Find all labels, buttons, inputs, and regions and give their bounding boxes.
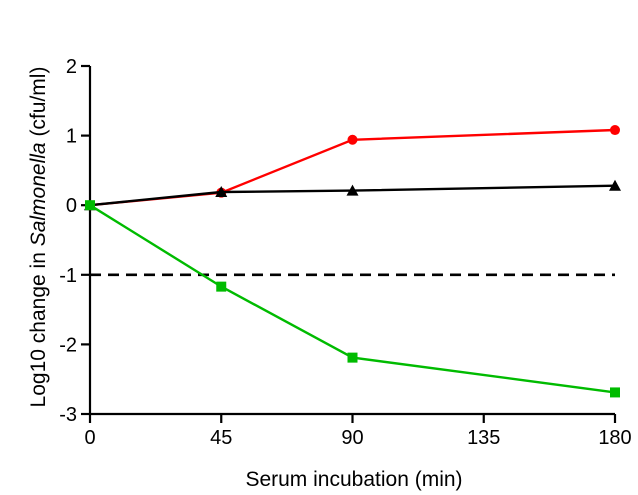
tick-labels: 2 1 0 -1 -2 -3 0 45 90 135 180 [59, 56, 631, 449]
series-layer [84, 125, 621, 398]
y-tick-label: -3 [59, 404, 77, 426]
y-tick-label: 0 [66, 195, 77, 217]
x-tick-label: 180 [598, 427, 631, 449]
y-axis-title-prefix: Log10 change in [27, 246, 50, 407]
data-point [215, 185, 228, 197]
data-point [610, 387, 620, 398]
data-point [610, 125, 620, 136]
y-tick-label: -2 [59, 334, 77, 356]
data-point [609, 179, 621, 191]
data-point [346, 184, 359, 196]
data-point [216, 281, 227, 292]
series-triangle [84, 179, 621, 211]
x-tick-label: 0 [84, 427, 95, 449]
x-tick-label: 90 [341, 427, 363, 449]
x-tick-label: 45 [210, 427, 232, 449]
y-tick-label: -1 [59, 265, 77, 287]
series-line [89, 204, 616, 394]
y-axis-title-suffix: (cfu/ml) [27, 67, 50, 143]
y-axis-title-organism: Salmonella [27, 142, 50, 246]
data-point [347, 134, 358, 145]
data-point [347, 352, 358, 363]
y-tick-label: 1 [66, 126, 77, 148]
series-square [85, 200, 620, 398]
x-axis-title: Serum incubation (min) [245, 468, 462, 491]
y-axis-title: Log10 change in Salmonella (cfu/ml) [27, 67, 50, 408]
y-tick-label: 2 [66, 56, 77, 78]
axes [81, 64, 617, 423]
x-tick-label: 135 [467, 427, 500, 449]
series-line [89, 184, 616, 207]
data-point [85, 200, 95, 211]
